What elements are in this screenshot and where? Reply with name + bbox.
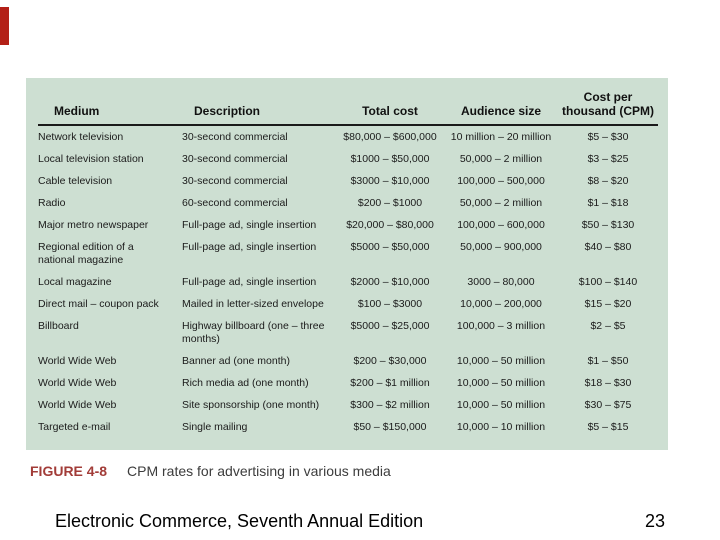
cell-medium: Radio <box>38 197 66 209</box>
footer-book-title: Electronic Commerce, Seventh Annual Edit… <box>55 511 424 531</box>
figure-panel: Medium Description Total cost Audience s… <box>26 78 668 450</box>
cell-cpm: $8 – $20 <box>587 175 629 187</box>
cell-medium: World Wide Web <box>38 377 117 389</box>
cpm-rates-table: Medium Description Total cost Audience s… <box>38 90 658 438</box>
cell-total-cost: $200 – $30,000 <box>353 355 427 367</box>
cell-description: Mailed in letter-sized envelope <box>182 298 324 310</box>
cell-medium: Local magazine <box>38 276 112 288</box>
cell-audience-size: 50,000 – 2 million <box>459 153 543 165</box>
cell-cpm: $5 – $15 <box>587 421 629 433</box>
figure-caption: FIGURE 4-8 CPM rates for advertising in v… <box>30 463 391 479</box>
cell-audience-size: 100,000 – 600,000 <box>457 219 545 231</box>
cell-medium: Targeted e-mail <box>38 421 111 433</box>
table-row: Major metro newspaper Full-page ad, sing… <box>38 214 658 236</box>
cell-total-cost: $200 – $1000 <box>357 197 423 209</box>
cell-total-cost: $3000 – $10,000 <box>350 175 430 187</box>
cell-audience-size: 10,000 – 50 million <box>456 355 546 367</box>
table-row: Local magazine Full-page ad, single inse… <box>38 271 658 293</box>
cell-medium: Cable television <box>38 175 113 187</box>
table-row: Billboard Highway billboard (one – three… <box>38 315 658 350</box>
slide-accent-bar <box>0 7 9 45</box>
cell-audience-size: 10,000 – 200,000 <box>460 298 542 310</box>
cell-audience-size: 10,000 – 50 million <box>456 399 546 411</box>
cell-medium: Billboard <box>38 320 79 332</box>
cell-total-cost: $100 – $3000 <box>357 298 423 310</box>
table-row: World Wide Web Banner ad (one month) $20… <box>38 350 658 372</box>
cell-cpm: $15 – $20 <box>584 298 632 310</box>
cell-description: Single mailing <box>182 421 248 433</box>
cell-description: Full-page ad, single insertion <box>182 219 317 231</box>
cell-cpm: $2 – $5 <box>590 320 626 332</box>
column-header-cpm: Cost per thousand (CPM) <box>558 90 658 126</box>
cell-description: Rich media ad (one month) <box>182 377 309 389</box>
table-row: Radio 60-second commercial $200 – $1000 … <box>38 192 658 214</box>
table-row: Network television 30-second commercial … <box>38 125 658 148</box>
cell-cpm: $18 – $30 <box>584 377 632 389</box>
cell-total-cost: $2000 – $10,000 <box>350 276 430 288</box>
cell-medium: World Wide Web <box>38 399 117 411</box>
cell-medium: World Wide Web <box>38 355 117 367</box>
figure-label: FIGURE 4-8 <box>30 463 108 479</box>
table-row: Regional edition of a national magazine … <box>38 236 658 271</box>
cell-cpm: $1 – $18 <box>587 197 629 209</box>
cell-cpm: $3 – $25 <box>587 153 629 165</box>
cell-total-cost: $200 – $1 million <box>350 377 430 389</box>
cell-cpm: $1 – $50 <box>587 355 629 367</box>
cell-total-cost: $300 – $2 million <box>350 399 430 411</box>
column-header-audience-size: Audience size <box>444 90 558 126</box>
cell-cpm: $100 – $140 <box>578 276 638 288</box>
cell-description: Full-page ad, single insertion <box>182 276 317 288</box>
table-row: Cable television 30-second commercial $3… <box>38 170 658 192</box>
column-header-description: Description <box>170 90 336 126</box>
table-row: Targeted e-mail Single mailing $50 – $15… <box>38 416 658 438</box>
cell-description: 60-second commercial <box>182 197 288 209</box>
cell-medium: Major metro newspaper <box>38 219 149 231</box>
cell-total-cost: $1000 – $50,000 <box>350 153 430 165</box>
column-header-medium: Medium <box>38 90 170 126</box>
cell-description: 30-second commercial <box>182 153 288 165</box>
cell-total-cost: $80,000 – $600,000 <box>343 131 437 143</box>
cell-description: 30-second commercial <box>182 131 288 143</box>
column-header-total-cost: Total cost <box>336 90 444 126</box>
cell-total-cost: $5000 – $50,000 <box>350 241 430 253</box>
cell-audience-size: 50,000 – 2 million <box>459 197 543 209</box>
cell-audience-size: 3000 – 80,000 <box>467 276 535 288</box>
cell-medium: Network television <box>38 131 124 143</box>
table-row: World Wide Web Rich media ad (one month)… <box>38 372 658 394</box>
cell-total-cost: $20,000 – $80,000 <box>346 219 434 231</box>
cell-description: Full-page ad, single insertion <box>182 241 317 253</box>
cell-cpm: $5 – $30 <box>587 131 629 143</box>
cell-audience-size: 100,000 – 500,000 <box>457 175 545 187</box>
table-row: Direct mail – coupon pack Mailed in lett… <box>38 293 658 315</box>
table-row: World Wide Web Site sponsorship (one mon… <box>38 394 658 416</box>
cell-audience-size: 10 million – 20 million <box>450 131 552 143</box>
cell-cpm: $30 – $75 <box>584 399 632 411</box>
cell-medium: Local television station <box>38 153 144 165</box>
table-header-row: Medium Description Total cost Audience s… <box>38 90 658 126</box>
footer-page-number: 23 <box>644 511 665 531</box>
cell-cpm: $40 – $80 <box>584 241 632 253</box>
cell-medium: Regional edition of a national magazine <box>38 241 134 266</box>
cell-audience-size: 10,000 – 10 million <box>456 421 546 433</box>
cell-description: Banner ad (one month) <box>182 355 290 367</box>
figure-caption-text: CPM rates for advertising in various med… <box>127 463 391 479</box>
cell-description: Site sponsorship (one month) <box>182 399 320 411</box>
cell-total-cost: $50 – $150,000 <box>353 421 427 433</box>
cell-audience-size: 100,000 – 3 million <box>456 320 546 332</box>
cell-audience-size: 10,000 – 50 million <box>456 377 546 389</box>
cell-medium: Direct mail – coupon pack <box>38 298 159 310</box>
cell-audience-size: 50,000 – 900,000 <box>460 241 542 253</box>
cell-description: 30-second commercial <box>182 175 288 187</box>
cell-description: Highway billboard (one – three months) <box>182 320 325 345</box>
cell-cpm: $50 – $130 <box>581 219 635 231</box>
cell-total-cost: $5000 – $25,000 <box>350 320 430 332</box>
table-row: Local television station 30-second comme… <box>38 148 658 170</box>
